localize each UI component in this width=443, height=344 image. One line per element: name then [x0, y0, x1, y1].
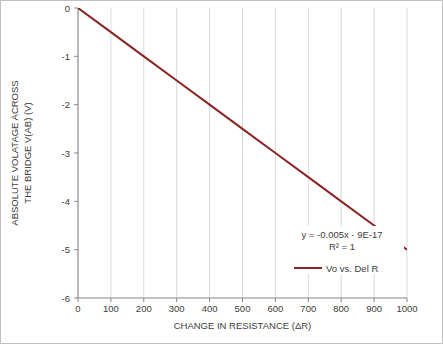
x-tick [78, 298, 79, 302]
y-tick-label: 0 [65, 3, 70, 14]
y-tick [74, 201, 78, 202]
y-tick [74, 8, 78, 9]
grid-line [176, 8, 177, 298]
y-tick [74, 298, 78, 299]
grid-line [209, 8, 210, 298]
x-tick-label: 1000 [396, 303, 417, 314]
y-axis-title: THE BRIDGE V(AB) (V) [22, 102, 33, 203]
y-tick [74, 153, 78, 154]
annotation: R² = 1 [329, 241, 355, 252]
y-tick-label: -6 [62, 293, 70, 304]
x-tick-label: 800 [333, 303, 349, 314]
grid-line [78, 8, 79, 298]
series-line [78, 8, 407, 250]
x-tick [374, 298, 375, 302]
x-tick [407, 298, 408, 302]
x-tick [110, 298, 111, 302]
grid-line [407, 8, 408, 298]
y-tick [74, 104, 78, 105]
x-tick-label: 900 [366, 303, 382, 314]
y-tick-label: -4 [62, 196, 70, 207]
x-tick-label: 200 [136, 303, 152, 314]
x-tick-label: 100 [103, 303, 119, 314]
x-tick [209, 298, 210, 302]
x-tick-label: 700 [300, 303, 316, 314]
grid-line [143, 8, 144, 298]
x-tick-label: 0 [75, 303, 80, 314]
grid-line [242, 8, 243, 298]
annotation: y = -0.005x - 9E-17 [301, 229, 382, 240]
x-tick-label: 500 [235, 303, 251, 314]
x-tick-label: 300 [169, 303, 185, 314]
y-tick [74, 249, 78, 250]
y-axis-title: ABSOLUTE VOLATAGE ACROSS [9, 80, 20, 225]
grid-line [110, 8, 111, 298]
x-tick [341, 298, 342, 302]
x-tick [143, 298, 144, 302]
legend-background [280, 226, 404, 274]
y-tick-label: -1 [62, 51, 70, 62]
chart: 0 100 200 300 400 500 600 700 800 900 1000 -6 -5 -4 -3… [0, 0, 443, 344]
y-axis [78, 8, 79, 298]
y-tick [74, 56, 78, 57]
y-tick-label: -3 [62, 148, 70, 159]
chart-border [1, 1, 443, 344]
x-tick [242, 298, 243, 302]
y-tick-label: -2 [62, 99, 70, 110]
legend-swatch [294, 267, 322, 269]
x-tick-label: 400 [202, 303, 218, 314]
x-tick [275, 298, 276, 302]
y-tick-label: -5 [62, 244, 70, 255]
x-tick [176, 298, 177, 302]
x-tick [308, 298, 309, 302]
legend-label: Vo vs. Del R [326, 263, 378, 274]
x-axis [78, 298, 407, 299]
x-tick-label: 600 [267, 303, 283, 314]
x-axis-title: CHANGE IN RESISTANCE (ΔR) [174, 320, 312, 331]
plot-area [78, 8, 407, 250]
